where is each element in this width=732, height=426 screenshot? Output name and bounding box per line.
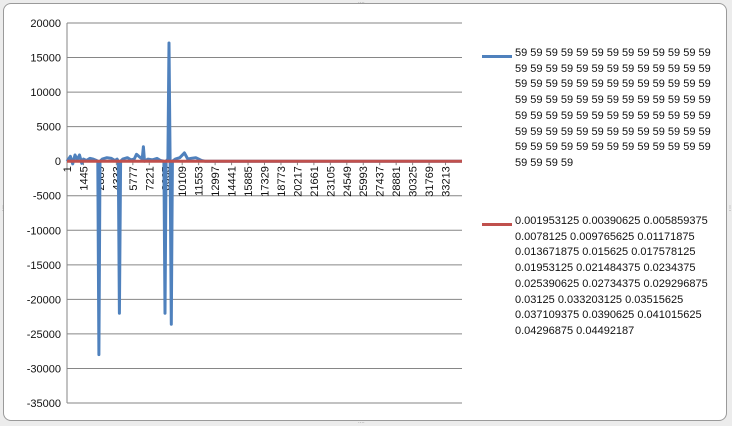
x-tick-label: 25993 [358,166,370,197]
x-tick-label: 33213 [441,166,453,197]
y-tick-label: 5000 [37,122,61,134]
legend-swatch-series-2 [482,223,512,226]
resize-handle-top[interactable]: ∙∙∙∙ [358,0,365,6]
x-tick-label: 15885 [243,166,255,197]
y-tick-label: -10000 [27,225,61,237]
x-tick-label: 24549 [342,166,354,197]
y-tick-label: 15000 [30,53,61,65]
y-tick-label: 10000 [30,87,61,99]
x-tick-label: 28881 [391,166,403,197]
x-tick-label: 31769 [424,166,436,197]
y-tick-label: -30000 [27,363,61,375]
y-tick-label: -25000 [27,329,61,341]
x-tick-label: 5777 [128,166,140,190]
resize-handle-right[interactable]: ⋮ [727,206,732,212]
x-tick-label: 20217 [292,166,304,197]
x-tick-label: 12997 [210,166,222,197]
y-tick-label: -5000 [33,191,61,203]
legend-label-series-1: 59 59 59 59 59 59 59 59 59 59 59 59 59 5… [515,47,711,169]
y-tick-label: -15000 [27,260,61,272]
x-tick-label: 7221 [144,166,156,190]
resize-handle-bottom[interactable]: ∙∙∙∙ [358,420,365,426]
y-tick-label: -35000 [27,398,61,410]
x-tick-label: 30325 [408,166,420,197]
x-tick-label: 23105 [325,166,337,197]
resize-handle-left[interactable]: ⋮ [0,206,6,212]
x-tick-label: 11553 [194,166,206,196]
y-tick-label: 20000 [30,18,61,30]
x-tick-label: 27437 [375,166,387,197]
y-tick-label: 0 [55,156,61,168]
chart-area[interactable]: 20000 15000 10000 5000 0 -5000 -10000 -15000 -20… [3,3,727,421]
x-tick-label: 1 [62,166,74,172]
x-tick-label: 10109 [177,166,189,197]
x-tick-label: 14441 [227,166,239,197]
x-tick-label: 17329 [260,166,272,197]
x-tick-label: 1445 [78,166,90,190]
series-line-1 [65,41,462,357]
legend-swatch-series-1 [482,55,512,58]
y-tick-label: -20000 [27,294,61,306]
legend-label-series-2: 0.001953125 0.00390625 0.005859375 0.007… [515,215,708,337]
x-tick-label: 18773 [276,166,288,197]
x-tick-label: 21661 [309,166,321,197]
plot-svg: 20000 15000 10000 5000 0 -5000 -10000 -15000 -20… [27,18,462,410]
